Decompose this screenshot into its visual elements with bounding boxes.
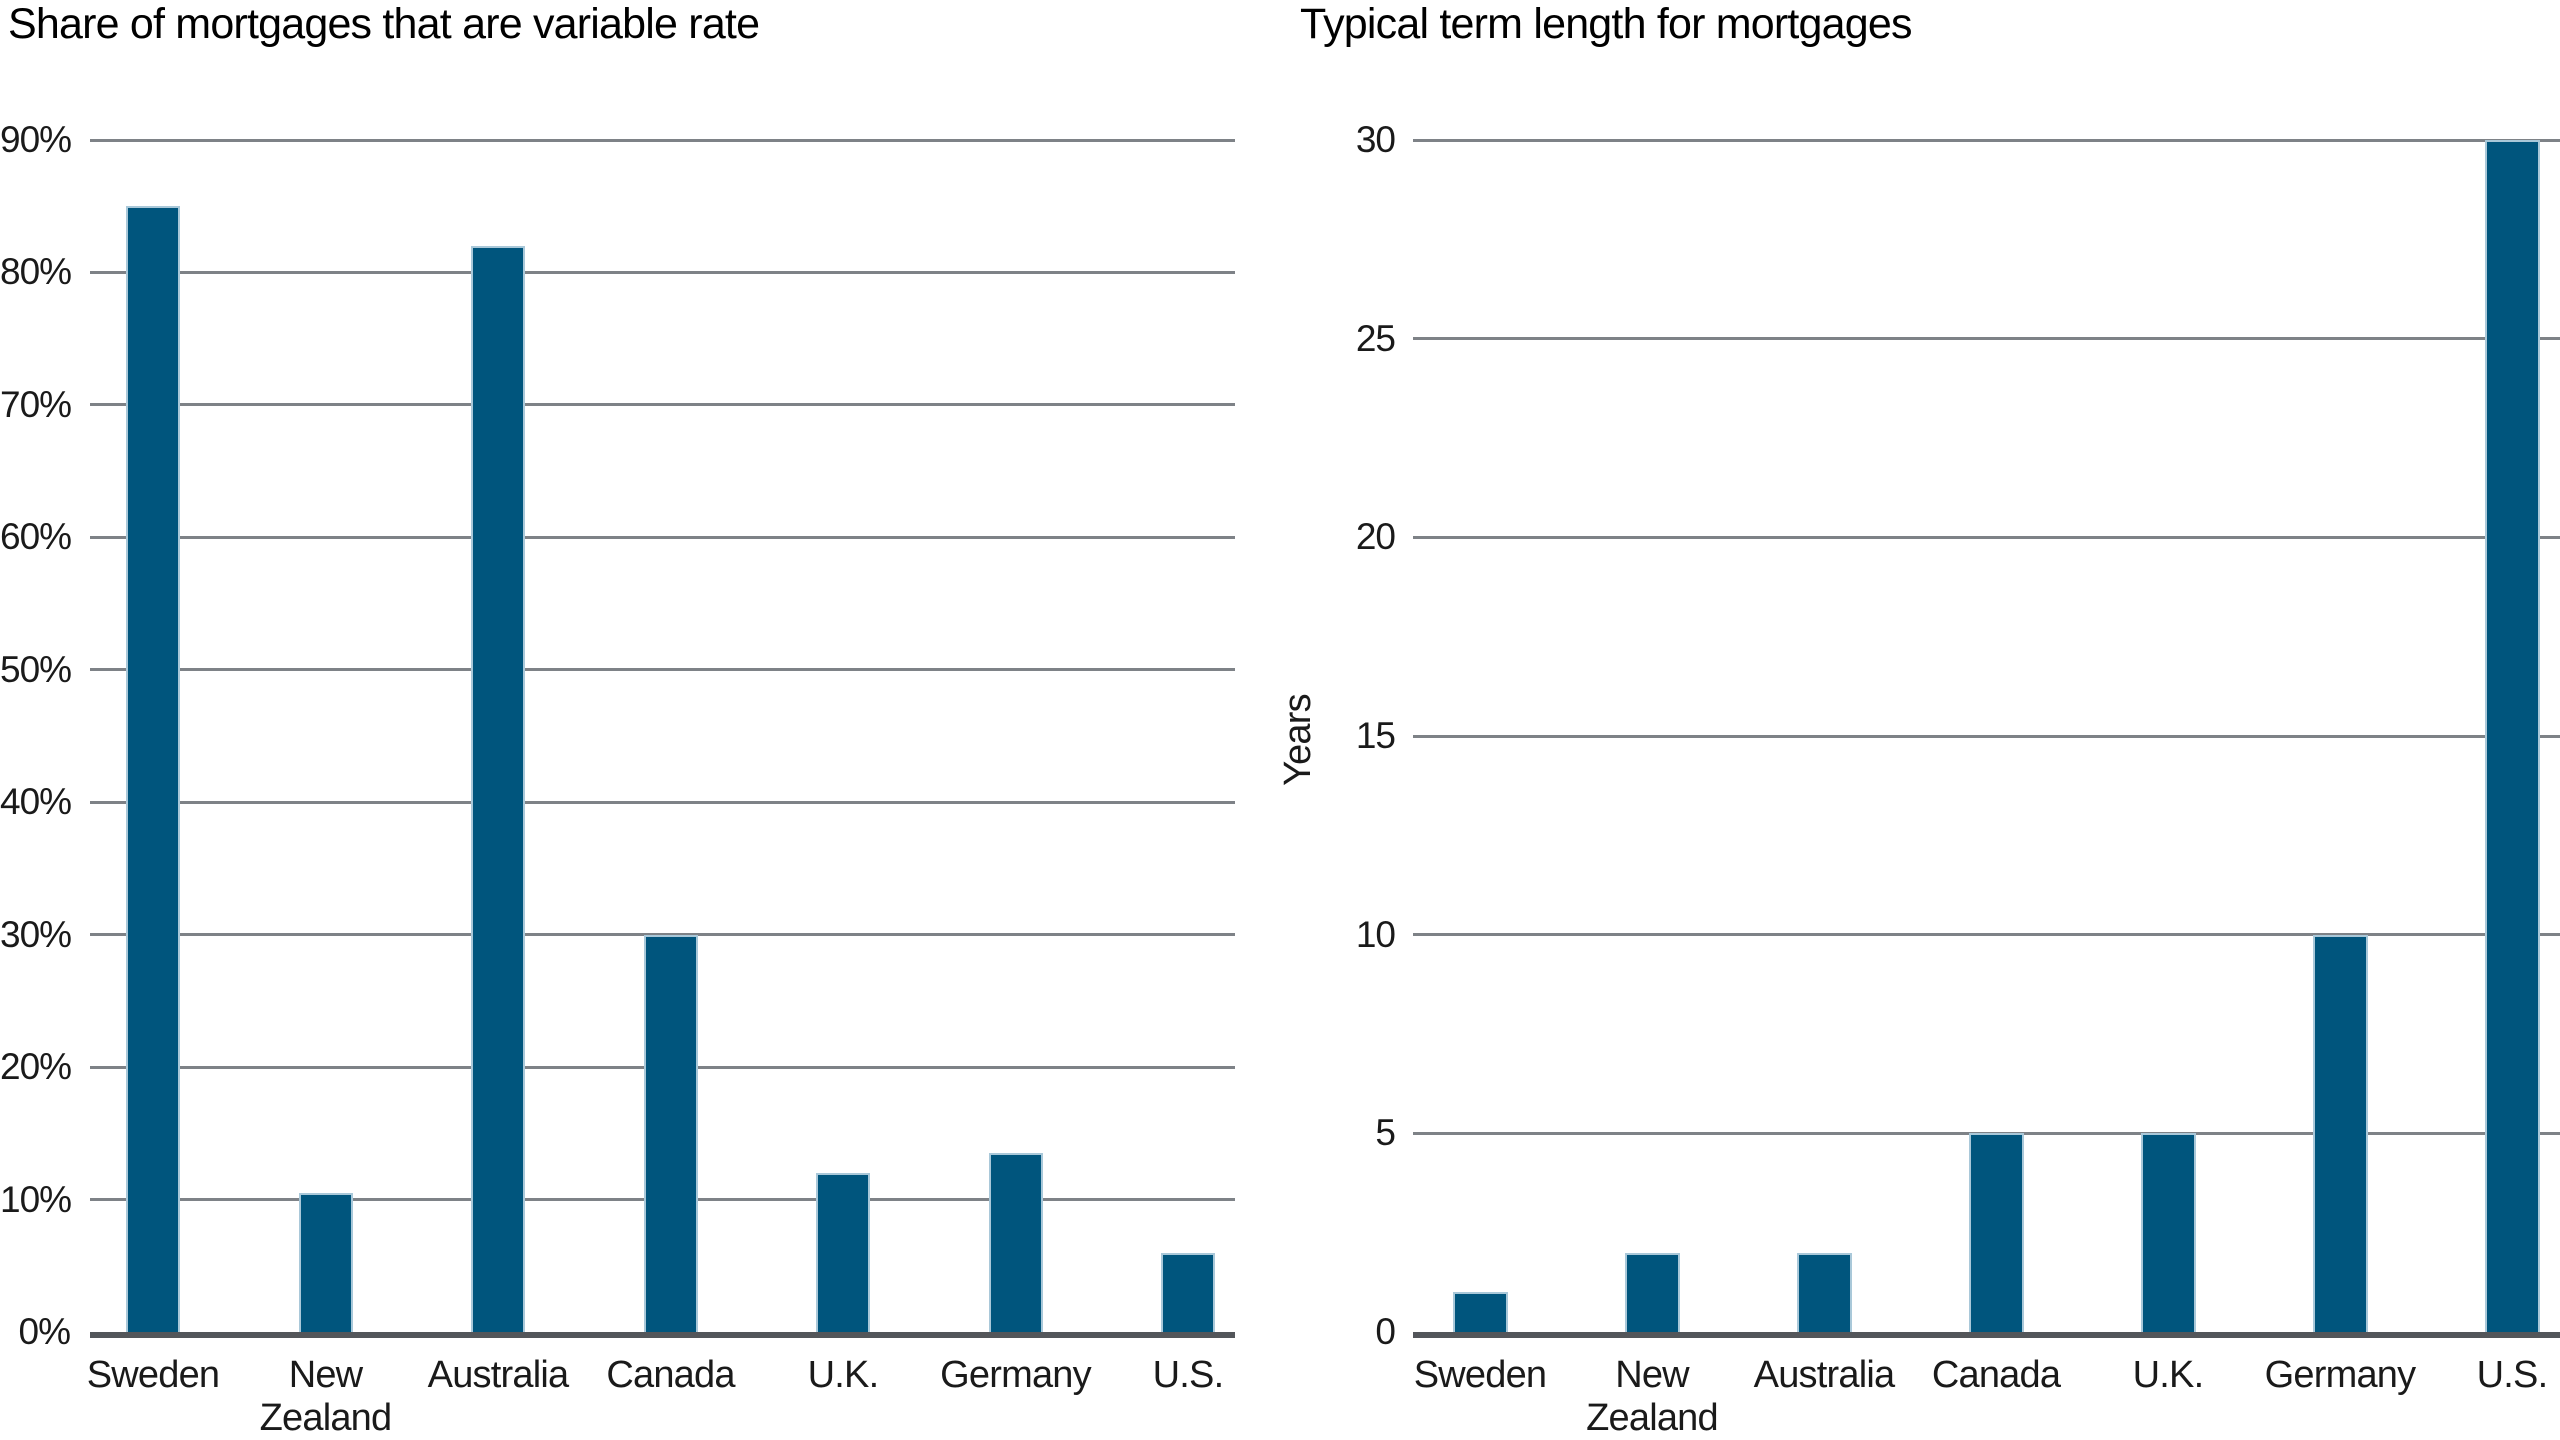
x-axis-label: U.S. [1152,1354,1225,1396]
y-tick-label: 70% [0,383,72,425]
variable-rate-chart: Share of mortgages that are variable rat… [0,0,1255,1440]
y-tick-label: 30% [0,913,72,955]
y-tick-label: 20 [1355,516,1396,558]
gridline [1413,535,2560,539]
plot-area [90,138,1235,1338]
y-tick-label: 0% [18,1311,71,1352]
gridline [1413,337,2560,341]
y-tick-label: 20% [0,1046,72,1088]
gridline [1413,1131,2560,1135]
x-axis-label: New Zealand [1586,1354,1719,1439]
y-tick-label: 10 [1355,913,1396,955]
x-axis-label: Canada [1931,1354,2061,1396]
bar-new-zealand [298,1192,353,1332]
y-tick-label: 0 [1375,1311,1396,1352]
y-tick-label: 40% [0,781,72,823]
gridline [90,800,1235,804]
x-axis-label: Sweden [1413,1354,1547,1396]
y-tick-label: 60% [0,516,72,558]
gridline [90,403,1235,407]
plot-area [1413,138,2560,1338]
gridline [90,138,1235,142]
x-axis-label: Australia [1753,1354,1895,1396]
chart-title: Typical term length for mortgages [1300,0,1913,48]
bar-australia [471,245,525,1332]
bar-germany [2312,934,2368,1332]
y-tick-label: 5 [1375,1112,1396,1154]
bar-canada [1968,1133,2024,1332]
bar-u-k- [2140,1133,2196,1332]
gridline [90,668,1235,672]
y-tick-label: 90% [0,119,72,160]
bar-u-k- [816,1173,870,1332]
bar-germany [988,1153,1043,1332]
gridline [1413,734,2560,738]
x-axis-label: Australia [427,1354,569,1396]
x-axis-label: U.K. [807,1354,880,1396]
bar-canada [643,934,698,1332]
bar-australia [1796,1252,1852,1332]
gridline [90,535,1235,539]
bar-sweden [1452,1292,1508,1332]
y-tick-label: 15 [1355,715,1396,756]
x-axis-label: Germany [940,1354,1091,1396]
y-tick-label: 50% [0,648,72,690]
y-tick-label: 25 [1355,317,1396,359]
gridline [90,270,1235,274]
bar-u-s- [2484,140,2540,1332]
bar-u-s- [1161,1252,1215,1332]
bar-sweden [126,206,180,1332]
y-tick-label: 30 [1355,119,1396,160]
x-axis-label: Sweden [86,1354,220,1396]
gridline [1413,933,2560,937]
term-length-chart: Typical term length for mortgages Years … [1255,0,2560,1440]
chart-title: Share of mortgages that are variable rat… [8,0,760,48]
x-axis-label: Canada [606,1354,735,1396]
x-axis-label: Germany [2264,1354,2416,1396]
y-tick-label: 80% [0,251,72,293]
x-axis-label: U.K. [2132,1354,2205,1396]
bar-new-zealand [1624,1252,1680,1332]
x-axis-label: New Zealand [259,1354,393,1439]
gridline [1413,138,2560,142]
gridline [90,933,1235,937]
y-tick-label: 10% [0,1178,72,1220]
x-axis-label: U.S. [2476,1354,2549,1396]
